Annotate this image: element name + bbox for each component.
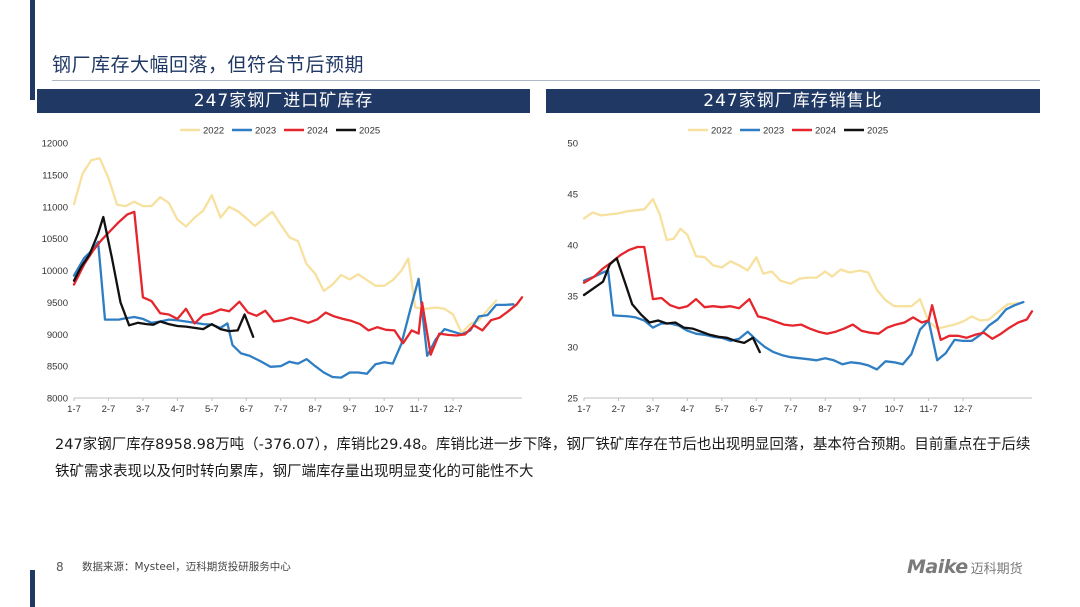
chart-0-x-tick: 2-7: [102, 404, 116, 415]
chart-1-y-tick: 30: [567, 343, 578, 354]
data-source: 数据来源：Mysteel，迈科期货投研服务中心: [82, 561, 291, 573]
slide-title: 钢厂库存大幅回落，但符合节后预期: [52, 54, 365, 76]
chart-0-x-tick: 10-7: [375, 404, 394, 415]
chart-1-series-2024: [582, 245, 1034, 342]
chart-1-x-tick: 4-7: [681, 404, 695, 415]
chart-0-x-tick: 11-7: [409, 404, 427, 415]
chart-1-x-tick: 3-7: [646, 404, 660, 415]
chart-1-x-tick: 5-7: [715, 404, 729, 415]
chart-0-y-tick: 10000: [42, 266, 68, 277]
chart-1-x-tick: 8-7: [818, 404, 832, 415]
chart-0-y-tick: 9000: [47, 330, 68, 341]
chart-0-series-2025: [72, 215, 255, 338]
chart-right-title: 247家钢厂库存销售比: [546, 89, 1040, 113]
chart-1-y-tick: 25: [567, 394, 578, 405]
chart-1-x-tick: 7-7: [784, 404, 798, 415]
title-divider: [52, 80, 1040, 81]
chart-0-legend-label-2023: 2023: [255, 126, 276, 137]
chart-0-x-tick: 5-7: [205, 404, 219, 415]
chart-0-y-tick: 8500: [47, 362, 68, 373]
chart-0-x-tick: 6-7: [239, 404, 253, 415]
accent-bar-bottom: [30, 570, 35, 607]
chart-0-legend-label-2022: 2022: [203, 126, 224, 137]
chart-1-series-2022: [582, 197, 1022, 330]
chart-1-series-2025: [582, 257, 761, 354]
chart-1-x-tick: 2-7: [612, 404, 626, 415]
chart-0-legend-label-2024: 2024: [307, 126, 328, 137]
logo-mark: Maike: [907, 556, 968, 578]
chart-1-legend-label-2023: 2023: [763, 126, 784, 137]
chart-0-x-tick: 7-7: [274, 404, 288, 415]
page-number: 8: [56, 560, 64, 574]
chart-0-x-tick: 1-7: [67, 404, 81, 415]
chart-right: 25 30 35 40 45 50 1-7 2-7 3-7 4-7 5-7 6-7 7-7 8-7 9-7 1…: [567, 126, 1034, 415]
chart-0-x-tick: 9-7: [343, 404, 357, 415]
chart-left-title: 247家钢厂进口矿库存: [37, 89, 530, 113]
chart-1-x-tick: 1-7: [577, 404, 591, 415]
chart-1-x-tick: 10-7: [885, 404, 904, 415]
company-logo: Maike 迈科期货: [907, 556, 1023, 578]
chart-0-y-tick: 11500: [42, 170, 68, 181]
logo-text: 迈科期货: [970, 561, 1023, 577]
chart-0-legend-label-2025: 2025: [359, 126, 380, 137]
chart-0-x-tick: 8-7: [308, 404, 322, 415]
chart-1-x-tick: 9-7: [853, 404, 867, 415]
chart-1-legend-label-2024: 2024: [815, 126, 836, 137]
chart-0-y-tick: 8000: [47, 394, 68, 405]
chart-1-y-tick: 40: [567, 241, 578, 252]
chart-0-x-tick: 3-7: [136, 404, 150, 415]
chart-0-y-tick: 10500: [42, 234, 68, 245]
chart-1-x-tick: 6-7: [749, 404, 763, 415]
chart-0-y-tick: 11000: [42, 202, 68, 213]
chart-0-y-tick: 12000: [42, 139, 68, 150]
chart-1-y-tick: 45: [567, 190, 578, 201]
chart-1-x-tick: 11-7: [919, 404, 937, 415]
chart-left: 8000 8500 9000 9500 10000 10500 11000 11500 1200…: [42, 126, 524, 415]
chart-0-series-2024: [72, 210, 524, 356]
chart-0-x-tick: 4-7: [171, 404, 185, 415]
chart-1-legend-label-2022: 2022: [711, 126, 732, 137]
accent-bar-top: [30, 0, 35, 100]
chart-0-x-tick: 12-7: [444, 404, 463, 415]
chart-1-series-2023: [582, 269, 1025, 371]
chart-1-legend-label-2025: 2025: [867, 126, 888, 137]
chart-0-y-tick: 9500: [47, 298, 68, 309]
chart-1-x-tick: 12-7: [954, 404, 973, 415]
chart-1-y-tick: 50: [567, 139, 578, 150]
body-paragraph: 247家钢厂库存8958.98万吨（-376.07），库销比29.48。库销比进…: [55, 437, 1031, 480]
chart-1-y-tick: 35: [567, 292, 578, 303]
